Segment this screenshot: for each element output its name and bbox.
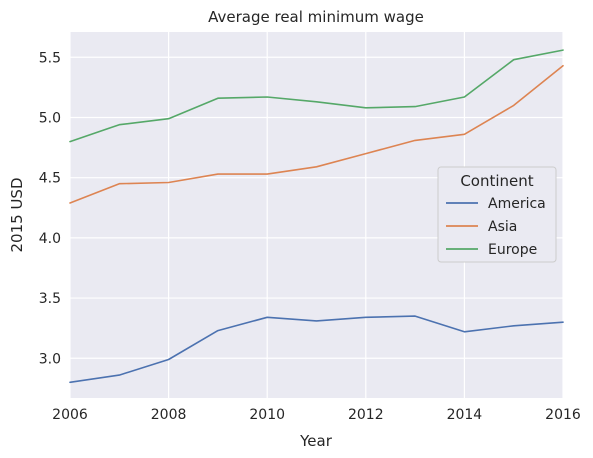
x-axis-title: Year: [299, 432, 333, 450]
series-lines: [69, 49, 564, 384]
y-tick-label: 3.0: [39, 351, 61, 367]
x-tick-labels: 2006 2008 2010 2012 2014 2016: [52, 407, 581, 423]
y-tick-label: 4.0: [39, 231, 61, 247]
legend-entries: America Asia Europe: [446, 196, 546, 258]
legend: Continent America Asia Europe: [437, 166, 557, 263]
legend-box: [437, 166, 557, 263]
x-tick-label: 2010: [249, 407, 285, 423]
y-tick-label: 5.0: [39, 110, 61, 126]
x-tick-label: 2008: [151, 407, 187, 423]
series-line-america: [69, 315, 564, 384]
x-tick-label: 2014: [447, 407, 483, 423]
series-line-asia: [69, 64, 564, 204]
y-axis-title: 2015 USD: [8, 178, 26, 253]
x-tick-label: 2006: [52, 407, 88, 423]
y-tick-label: 5.5: [39, 50, 61, 66]
legend-label-america: America: [488, 196, 546, 212]
legend-title: Continent: [460, 172, 533, 190]
series-line-europe: [69, 49, 564, 143]
y-tick-label: 3.5: [39, 291, 61, 307]
legend-label-asia: Asia: [488, 219, 517, 235]
y-tick-label: 4.5: [39, 171, 61, 187]
y-tick-labels: 3.0 3.5 4.0 4.5 5.0 5.5: [39, 50, 61, 367]
x-tick-label: 2012: [348, 407, 384, 423]
chart-title: Average real minimum wage: [208, 8, 424, 26]
legend-label-europe: Europe: [488, 242, 537, 258]
x-tick-label: 2016: [545, 407, 581, 423]
